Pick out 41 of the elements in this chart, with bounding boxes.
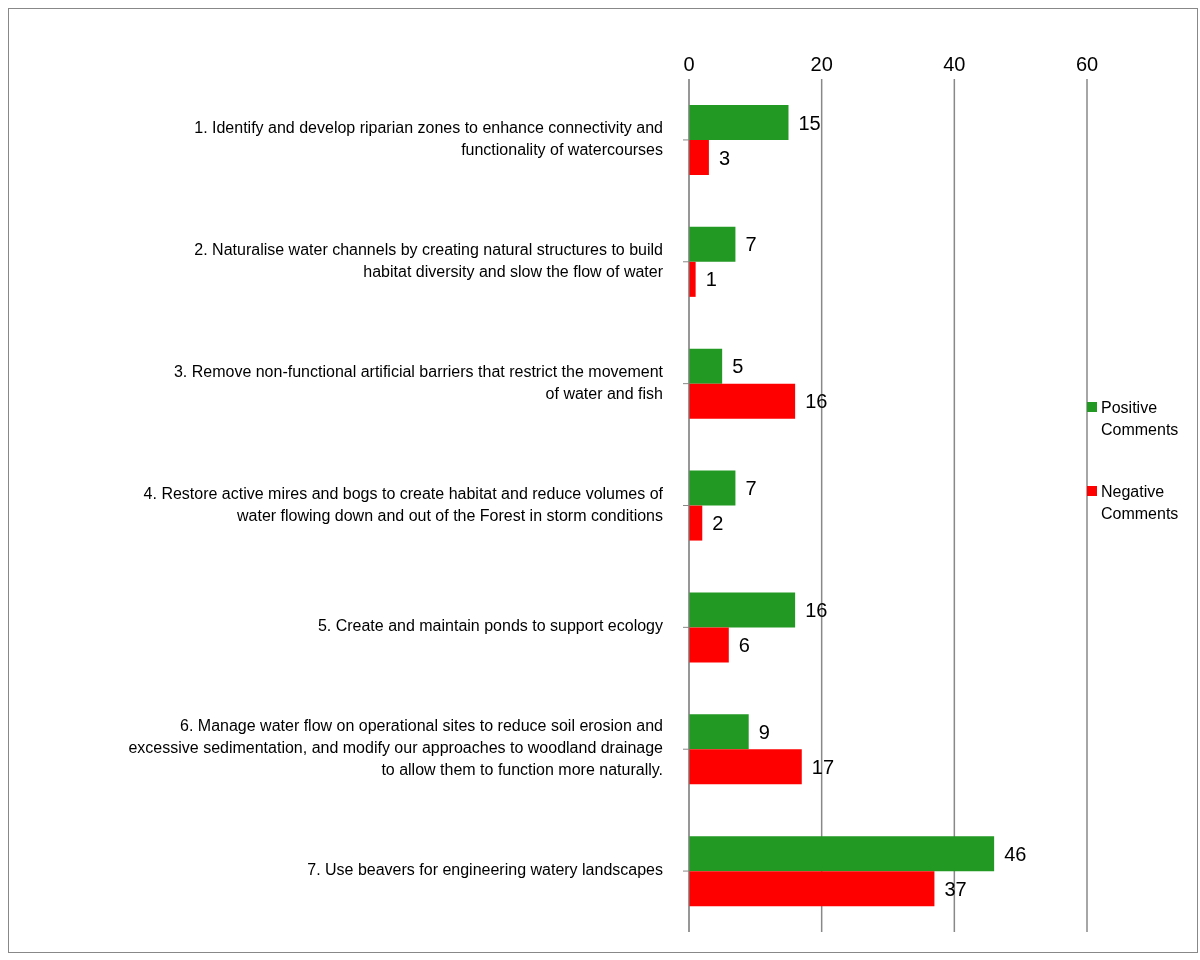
y-tick-label: 6. Manage water flow on operational sites to reduce soil erosion and excessive sedimentation, and modify our approaches to woodland drainage to allow them to function more naturally. bbox=[128, 717, 664, 779]
y-tick-label: 3. Remove non-functional artificial barriers that restrict the movement of water and fish bbox=[173, 362, 664, 402]
bar bbox=[689, 140, 709, 175]
bar bbox=[689, 505, 703, 541]
data-label: 7 bbox=[745, 233, 757, 256]
data-label: 46 bbox=[1004, 842, 1027, 865]
data-label: 5 bbox=[732, 355, 744, 378]
data-label: 15 bbox=[798, 111, 821, 134]
data-label: 1 bbox=[705, 268, 717, 291]
data-label: 6 bbox=[738, 634, 750, 657]
y-tick-label: 1. Identify and develop riparian zones to enhance connectivity and functionality of watercourses bbox=[194, 119, 663, 159]
data-label: 17 bbox=[811, 755, 835, 778]
data-label: 16 bbox=[805, 390, 828, 413]
bar bbox=[689, 627, 729, 663]
bar bbox=[689, 749, 802, 785]
y-tick-label: 4. Restore active mires and bogs to create habitat and reduce volumes of water flowing down and out of the Forest in storm conditions bbox=[143, 484, 664, 524]
data-label: 9 bbox=[758, 720, 770, 743]
bar bbox=[689, 383, 796, 419]
bar bbox=[689, 105, 789, 140]
bar bbox=[689, 470, 736, 506]
y-tick-label: 7. Use beavers for engineering watery landscapes bbox=[307, 861, 663, 879]
data-label: 2 bbox=[712, 512, 724, 535]
bar bbox=[689, 226, 736, 262]
x-tick-label: 0 bbox=[683, 53, 695, 75]
data-label: 7 bbox=[745, 477, 757, 500]
x-tick-label: 20 bbox=[810, 53, 833, 75]
x-tick-label: 60 bbox=[1075, 53, 1099, 75]
x-tick-label: 40 bbox=[943, 53, 966, 75]
y-tick-label: 2. Naturalise water channels by creating natural structures to build habitat diversity and slow the flow of water bbox=[194, 241, 664, 281]
bar bbox=[689, 714, 749, 750]
data-label: 37 bbox=[944, 877, 967, 900]
bar bbox=[689, 261, 696, 297]
y-tick-label: 5. Create and maintain ponds to support ecology bbox=[317, 617, 663, 635]
data-label: 16 bbox=[805, 599, 828, 622]
data-label: 3 bbox=[718, 146, 731, 169]
bar bbox=[689, 348, 723, 384]
legend-label: Positive Comments bbox=[1101, 397, 1180, 440]
bar bbox=[689, 836, 995, 872]
legend-label: Negative Comments bbox=[1101, 481, 1180, 524]
bar bbox=[689, 592, 796, 628]
bar bbox=[689, 871, 935, 907]
